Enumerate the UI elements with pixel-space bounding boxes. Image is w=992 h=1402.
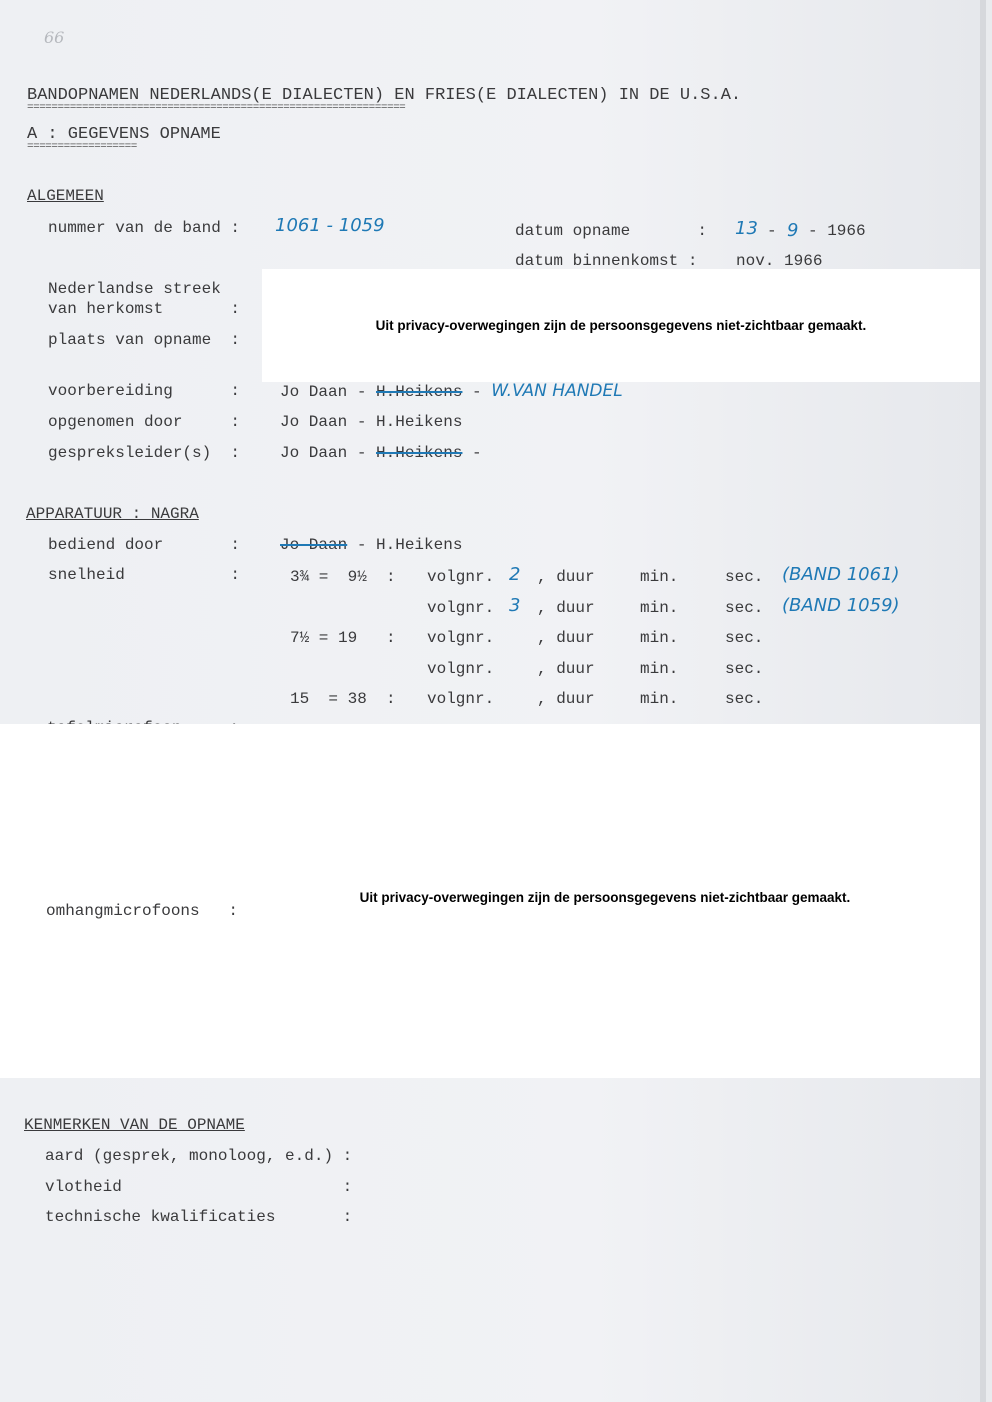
speed-row-sec: sec. (725, 598, 764, 617)
apparatuur-heading: APPARATUUR : NAGRA (26, 505, 199, 523)
speed-row-duur: , duur (537, 629, 595, 647)
speed-row-speed: 3¾ = 9½ : (290, 568, 396, 586)
opgenomen-label: opgenomen door : (48, 413, 241, 431)
datum-opname-label: datum opname : (515, 222, 708, 240)
speed-row-volgnr: volgnr. (427, 690, 495, 708)
speed-row-hw-num: 2 (509, 564, 521, 585)
gespreksleider-label: gespreksleider(s) : (48, 444, 241, 462)
date-separator: - (767, 222, 777, 240)
struck-name: H.Heikens (376, 444, 463, 462)
handwritten-name: W.VAN HANDEL (491, 381, 623, 401)
speed-row-sec: sec. (725, 659, 764, 678)
datum-binnenkomst-value: nov. 1966 (736, 252, 823, 270)
speed-row-duur: , duur (537, 690, 595, 708)
datum-opname-month: 9 (787, 220, 799, 241)
speed-row-sec: sec. (725, 629, 764, 647)
streek-label-line1: Nederlandse streek (48, 280, 221, 298)
privacy-redaction-2: Uit privacy-overwegingen zijn de persoon… (0, 724, 980, 1078)
kenmerken-heading: KENMERKEN VAN DE OPNAME (24, 1116, 245, 1134)
speed-row-note: (BAND 1059) (782, 594, 900, 616)
speed-row-min: min. (640, 690, 679, 708)
technische-kwalificaties-label: technische kwalificaties : (45, 1208, 353, 1226)
speed-row-duur: , duur (537, 598, 595, 617)
section-a-rule: ================== (27, 141, 137, 153)
voorbereiding-label: voorbereiding : (48, 382, 241, 400)
struck-name: H.Heikens (376, 383, 463, 401)
document-title: BANDOPNAMEN NEDERLANDS(E DIALECTEN) EN F… (27, 86, 742, 105)
datum-opname-year: - 1966 (808, 222, 866, 240)
aard-label: aard (gesprek, monoloog, e.d.) : (45, 1147, 353, 1165)
snelheid-label: snelheid : (48, 566, 241, 584)
speed-row-min: min. (640, 659, 679, 678)
speed-row-speed: 7½ = 19 : (290, 629, 396, 647)
datum-binnenkomst-label: datum binnenkomst : (515, 252, 698, 270)
title-double-rule: ========================================… (27, 102, 406, 114)
privacy-redaction-1: Uit privacy-overwegingen zijn de persoon… (262, 269, 980, 382)
section-a-heading: A : GEGEVENS OPNAME (27, 125, 221, 144)
speed-row-sec: sec. (725, 690, 764, 708)
speed-row-duur: , duur (537, 659, 595, 678)
page-number: 66 (44, 28, 65, 47)
speed-row-hw-num: 3 (509, 594, 521, 616)
streek-label-line2: van herkomst : (48, 300, 241, 318)
privacy-notice: Uit privacy-overwegingen zijn de persoon… (359, 889, 851, 905)
page-edge (980, 0, 986, 1402)
bediend-value: Jo Daan - H.Heikens (280, 536, 463, 554)
speed-row-min: min. (640, 629, 679, 647)
algemeen-heading: ALGEMEEN (27, 187, 104, 205)
vlotheid-label: vlotheid : (45, 1178, 353, 1196)
speed-row-volgnr: volgnr. (427, 629, 495, 647)
voorbereiding-value: Jo Daan - H.Heikens - W.VAN HANDEL (280, 381, 623, 401)
bediend-label: bediend door : (48, 536, 241, 554)
omhangmicrofoons-label: omhangmicrofoons : (46, 902, 239, 920)
opgenomen-value: Jo Daan - H.Heikens (280, 413, 463, 431)
band-label: nummer van de band : (48, 219, 241, 237)
speed-row-speed: 15 = 38 : (290, 690, 396, 708)
speed-row-volgnr: volgnr. (427, 568, 495, 586)
datum-opname-day: 13 (735, 218, 758, 239)
band-value: 1061 - 1059 (275, 215, 385, 236)
speed-row-min: min. (640, 568, 679, 586)
privacy-notice: Uit privacy-overwegingen zijn de persoon… (375, 318, 867, 333)
speed-row-duur: , duur (537, 568, 595, 586)
plaats-label: plaats van opname : (48, 331, 241, 349)
speed-row-sec: sec. (725, 568, 764, 586)
speed-row-min: min. (640, 598, 679, 617)
speed-row-volgnr: volgnr. (427, 659, 495, 678)
gespreksleider-value: Jo Daan - H.Heikens - (280, 444, 482, 462)
speed-row-note: (BAND 1061) (782, 564, 900, 585)
speed-row-volgnr: volgnr. (427, 598, 495, 617)
